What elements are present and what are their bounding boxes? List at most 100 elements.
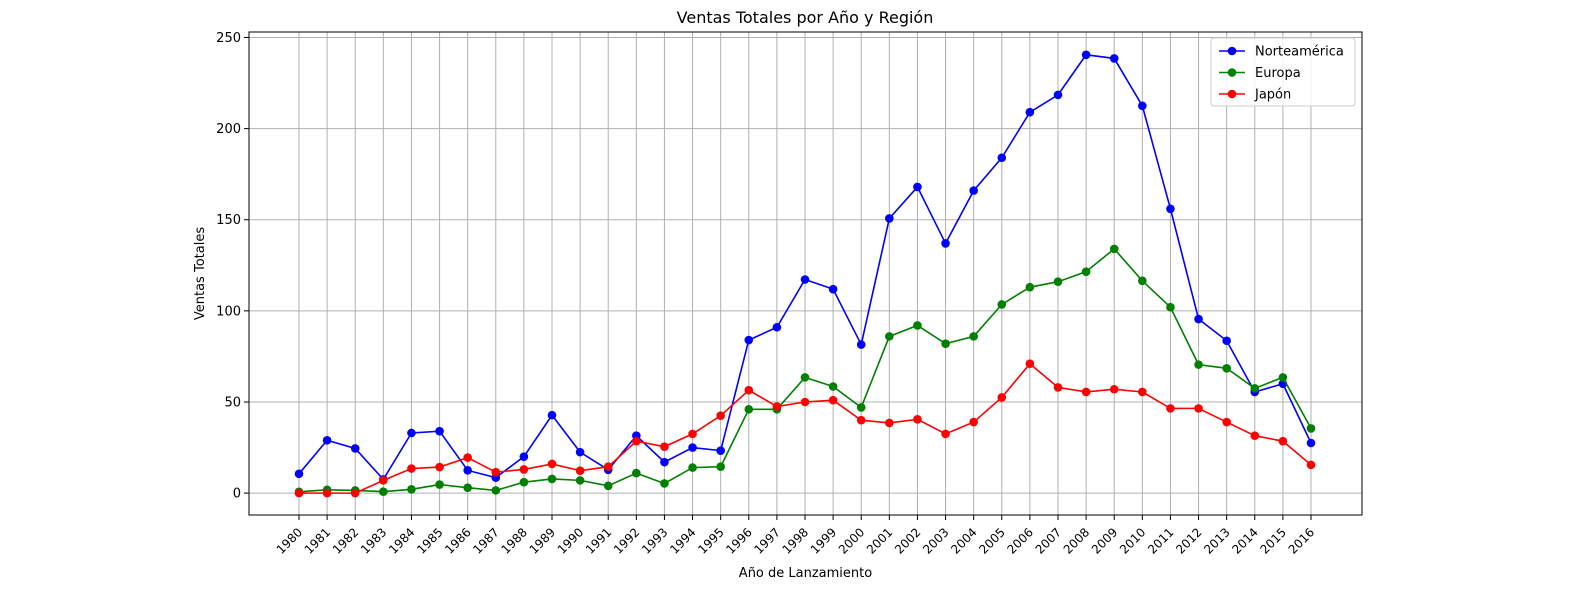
data-point: [1109, 54, 1119, 63]
data-point: [1166, 404, 1175, 413]
series-japón: [294, 359, 1316, 498]
data-point: [407, 485, 416, 494]
x-tick-label: 1991: [583, 525, 614, 556]
x-tick-label: 1994: [667, 525, 698, 556]
x-tick-label: 2010: [1117, 525, 1148, 556]
data-point: [1278, 373, 1288, 382]
data-point: [1109, 384, 1119, 394]
series-layer: [294, 50, 1316, 498]
data-point: [463, 453, 472, 462]
legend-marker: [1227, 68, 1237, 77]
data-point: [997, 300, 1007, 309]
data-point: [1194, 360, 1203, 369]
x-tick-label: 1985: [414, 525, 445, 556]
x-tick-label: 1981: [302, 525, 333, 556]
x-tick-label: 2012: [1173, 525, 1204, 556]
legend-marker: [1227, 46, 1237, 56]
x-tick-label: 1983: [358, 525, 389, 556]
data-point: [1306, 438, 1316, 448]
legend: Norteamérica Europa Japón: [1210, 37, 1356, 107]
data-point: [547, 410, 557, 420]
data-point: [407, 464, 416, 473]
data-point: [885, 332, 894, 341]
legend-item: Europa: [1219, 66, 1301, 81]
data-point: [828, 395, 838, 405]
data-point: [1081, 267, 1091, 276]
data-point: [744, 385, 754, 395]
x-tick-label: 2016: [1286, 525, 1317, 556]
x-tick-label: 1998: [780, 525, 811, 556]
legend-label: Norteamérica: [1255, 45, 1344, 60]
data-point: [716, 446, 725, 455]
data-point: [716, 411, 725, 420]
y-tick-label: 150: [216, 213, 241, 228]
legend-label: Japón: [1254, 88, 1291, 103]
x-tick-label: 2002: [892, 525, 923, 556]
x-tick-label: 1982: [330, 525, 361, 556]
x-tick-label: 1987: [470, 525, 501, 556]
data-point: [941, 429, 950, 439]
x-tick-label: 2003: [920, 525, 951, 556]
data-point: [1166, 204, 1175, 214]
legend-box: [1210, 37, 1356, 107]
data-point: [660, 457, 669, 467]
x-tick-label: 2005: [976, 525, 1007, 556]
y-tick-label: 200: [216, 122, 241, 137]
data-point: [435, 480, 444, 489]
data-point: [1053, 277, 1063, 287]
data-point: [1025, 107, 1035, 117]
x-tick-label: 1997: [752, 525, 783, 556]
x-tick-label: 2008: [1061, 525, 1092, 556]
data-point: [1194, 314, 1203, 324]
data-point: [856, 415, 866, 425]
data-point: [856, 403, 866, 412]
x-tick-label: 1988: [499, 525, 530, 556]
data-point: [800, 373, 810, 382]
data-point: [575, 476, 585, 485]
data-point: [885, 418, 894, 428]
data-point: [688, 463, 697, 472]
data-point: [463, 466, 472, 475]
x-tick-label: 1992: [611, 525, 642, 556]
legend-marker: [1227, 89, 1237, 99]
data-point: [322, 488, 332, 498]
data-point: [491, 486, 501, 495]
data-point: [435, 462, 444, 472]
data-point: [969, 417, 978, 427]
data-point: [969, 332, 978, 341]
data-point: [969, 186, 978, 195]
y-axis-ticks: 0 50 100 150 200 250: [216, 31, 249, 502]
data-point: [1306, 424, 1316, 433]
data-point: [1138, 276, 1147, 286]
data-point: [1053, 383, 1063, 392]
data-point: [1081, 387, 1091, 397]
x-tick-label: 2015: [1258, 525, 1289, 556]
data-point: [1025, 282, 1035, 292]
data-point: [1138, 387, 1147, 397]
x-tick-label: 1995: [695, 525, 726, 556]
legend-item: Norteamérica: [1219, 45, 1344, 60]
data-point: [997, 153, 1007, 163]
data-point: [1222, 417, 1231, 427]
data-point: [1222, 363, 1231, 373]
data-point: [463, 483, 472, 492]
x-tick-label: 2011: [1145, 525, 1176, 556]
x-tick-label: 2013: [1201, 525, 1232, 556]
data-point: [1278, 436, 1288, 446]
data-point: [1222, 336, 1231, 346]
data-point: [1138, 101, 1147, 111]
x-tick-label: 2001: [864, 525, 895, 556]
x-axis-ticks: 1980198119821983198419851986198719881989…: [274, 515, 1317, 557]
data-point: [1306, 460, 1316, 470]
grid-lines: [249, 32, 1362, 515]
data-point: [322, 435, 332, 445]
data-point: [941, 239, 950, 248]
legend-item: Japón: [1219, 88, 1291, 103]
data-point: [1166, 302, 1175, 312]
data-point: [941, 339, 950, 348]
x-tick-label: 1990: [555, 525, 586, 556]
x-tick-label: 2014: [1229, 525, 1260, 556]
data-point: [294, 469, 304, 479]
data-point: [744, 404, 754, 414]
data-point: [294, 488, 304, 498]
